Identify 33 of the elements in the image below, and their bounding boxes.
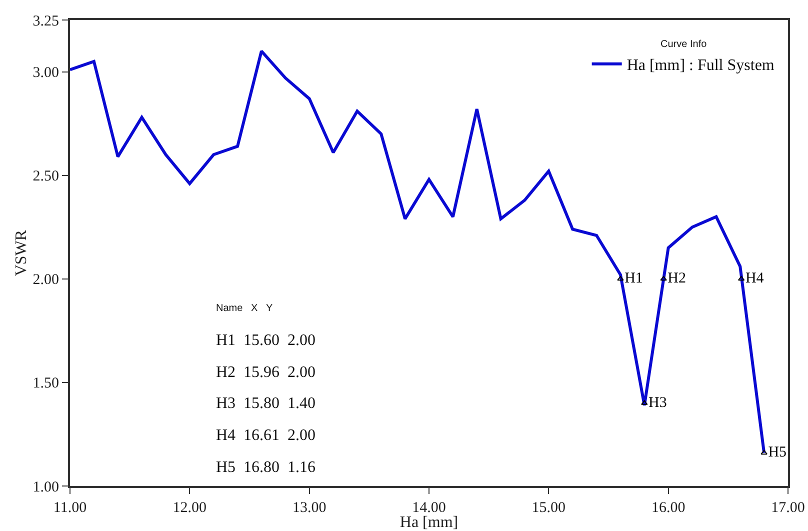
data-label: H3 [648, 394, 667, 411]
point [660, 276, 667, 281]
data-label: H1 [624, 270, 643, 287]
annotation: H3 15.80 1.40 [216, 395, 316, 412]
x-tick-label: 12.00 [172, 500, 207, 516]
y-tick-label: 2.00 [32, 272, 59, 288]
data-label: H5 [768, 444, 787, 461]
data-label: H4 [745, 270, 764, 287]
point [617, 276, 624, 281]
annotation: H1 15.60 2.00 [216, 332, 316, 349]
y-tick-label: 2.50 [32, 168, 59, 185]
point [738, 276, 745, 281]
x-tick-label: 16.00 [651, 500, 686, 516]
x-tick-label: 14.00 [412, 500, 446, 516]
y-tick-label: 1.00 [32, 479, 59, 496]
data-label: H2 [668, 270, 686, 287]
x-tick-label: 17.00 [771, 500, 805, 516]
annotation: H5 16.80 1.16 [216, 459, 316, 476]
annotation: H4 16.61 2.00 [216, 427, 316, 444]
point [760, 450, 768, 455]
y-tick-label: 3.00 [32, 65, 59, 82]
x-tick-label: 11.00 [53, 500, 87, 516]
annotation: H2 15.96 2.00 [216, 364, 316, 381]
point [641, 400, 648, 405]
x-tick-label: 15.00 [532, 500, 566, 516]
legend-title: Curve Info [660, 38, 708, 50]
annotation: Name X Y [216, 303, 274, 314]
y-tick-label: 3.25 [32, 13, 59, 30]
x-tick-label: 13.00 [292, 500, 326, 516]
legend-label: Ha [mm] : Full System [626, 57, 775, 74]
y-tick-label: 1.50 [32, 376, 59, 392]
x-axis-title: Ha [mm] [400, 514, 458, 531]
y-axis-title: VSWR [13, 230, 30, 276]
